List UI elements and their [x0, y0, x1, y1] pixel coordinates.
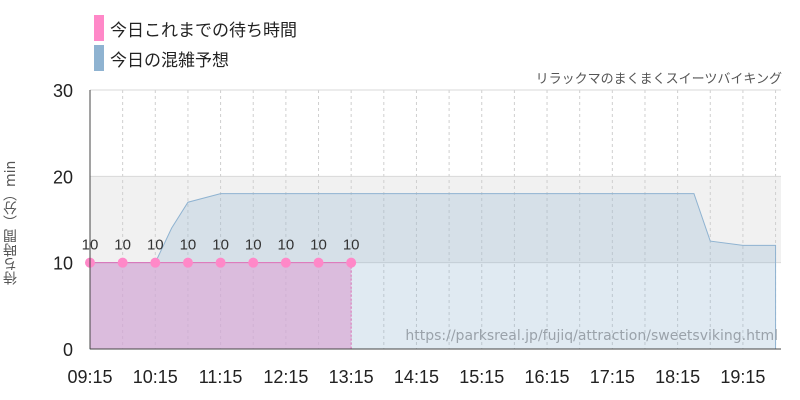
x-tick-label: 18:15 — [655, 367, 700, 387]
legend: 今日これまでの待ち時間 今日の混雑予想 — [94, 14, 297, 74]
legend-item-actual: 今日これまでの待ち時間 — [94, 14, 297, 42]
y-tick-label: 20 — [53, 167, 73, 187]
data-label: 10 — [147, 237, 164, 254]
legend-label-actual: 今日これまでの待ち時間 — [110, 20, 297, 41]
x-tick-label: 19:15 — [720, 367, 765, 387]
y-tick-label: 10 — [53, 254, 73, 274]
data-label: 10 — [180, 237, 197, 254]
data-label: 10 — [114, 237, 131, 254]
data-label: 10 — [245, 237, 262, 254]
x-tick-label: 10:15 — [133, 367, 178, 387]
grid-band — [90, 176, 781, 263]
x-tick-label: 11:15 — [199, 367, 243, 387]
actual-point — [248, 257, 259, 268]
y-tick-label: 0 — [63, 340, 73, 360]
x-tick-label: 16:15 — [525, 367, 570, 387]
data-label: 10 — [212, 237, 229, 254]
actual-area — [90, 262, 352, 349]
actual-point — [182, 257, 193, 268]
attraction-name: リラックマのまくまくスイーツバイキング — [535, 72, 782, 87]
x-tick-label: 17:15 — [590, 367, 635, 387]
legend-swatch-actual — [94, 15, 104, 41]
legend-item-forecast: 今日の混雑予想 — [94, 44, 297, 72]
actual-point — [117, 257, 128, 268]
actual-point — [150, 257, 161, 268]
x-tick-label: 13:15 — [329, 367, 374, 387]
x-tick-label: 12:15 — [263, 367, 308, 387]
x-tick-label: 15:15 — [459, 367, 504, 387]
legend-label-forecast: 今日の混雑予想 — [110, 50, 229, 71]
x-tick-label: 14:15 — [394, 367, 439, 387]
actual-point — [280, 257, 291, 268]
y-tick-label: 30 — [53, 81, 73, 101]
data-label: 10 — [310, 237, 327, 254]
legend-swatch-forecast — [94, 45, 104, 71]
actual-point — [346, 257, 357, 268]
watermark-url: https://parksreal.jp/fujiq/attraction/sw… — [405, 328, 778, 344]
actual-point — [215, 257, 226, 268]
data-label: 10 — [343, 237, 360, 254]
data-label: 10 — [278, 237, 295, 254]
x-tick-label: 09:15 — [67, 367, 112, 387]
actual-point — [313, 257, 324, 268]
